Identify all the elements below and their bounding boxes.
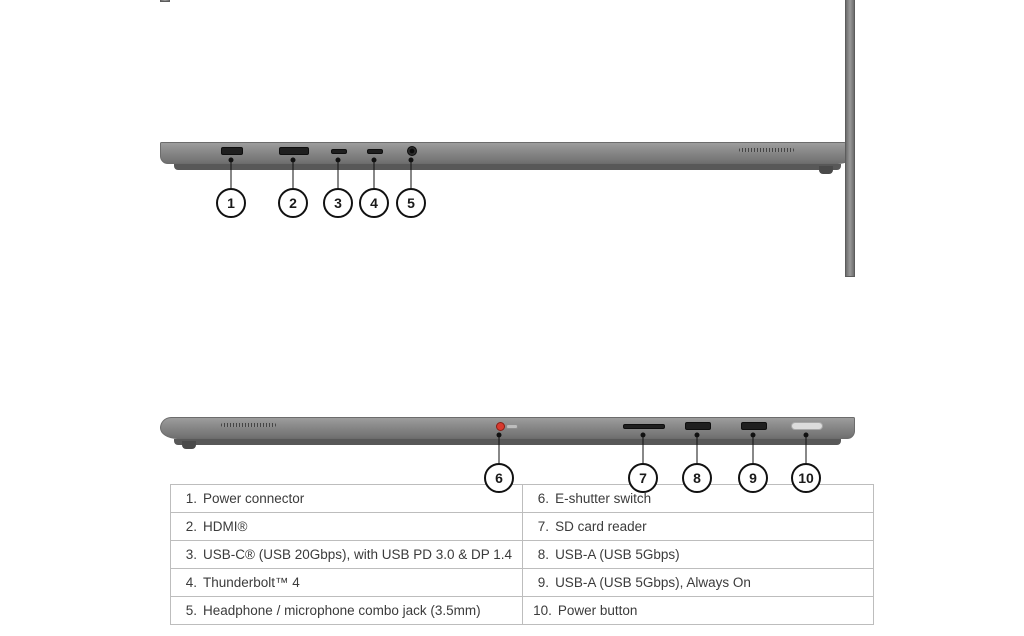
legend-number: 5. [181, 603, 197, 618]
callout-bubble: 10 [791, 463, 821, 493]
legend-number: 8. [533, 547, 549, 562]
rubber-foot-right [182, 441, 196, 449]
callout-2: 2 [280, 160, 306, 218]
legend-number: 4. [181, 575, 197, 590]
diagram-stage: 1. Power connector 6. E-shutter switch 2. H… [0, 0, 1024, 636]
callout-bubble: 3 [323, 188, 353, 218]
table-row: 1. Power connector 6. E-shutter switch [171, 485, 874, 513]
legend-text: USB-C® (USB 20Gbps), with USB PD 3.0 & D… [203, 547, 512, 562]
legend-text: Power button [558, 603, 638, 618]
callout-bubble: 9 [738, 463, 768, 493]
legend-text: USB-A (USB 5Gbps), Always On [555, 575, 751, 590]
callout-5: 5 [398, 160, 424, 218]
port-2 [279, 147, 309, 155]
callout-bubble: 1 [216, 188, 246, 218]
laptop-left-side-view [160, 0, 855, 170]
display-lid-right [845, 0, 855, 277]
callout-stem [697, 435, 698, 463]
legend-cell: 4. Thunderbolt™ 4 [171, 569, 523, 597]
laptop-right-side-view [160, 275, 855, 445]
legend-text: HDMI® [203, 519, 247, 534]
legend-number: 7. [533, 519, 549, 534]
legend-number: 6. [533, 491, 549, 506]
legend-text: Power connector [203, 491, 304, 506]
port-9 [741, 422, 767, 430]
callout-7: 7 [630, 435, 656, 493]
legend-cell: 10. Power button [523, 597, 874, 625]
legend-cell: 2. HDMI® [171, 513, 523, 541]
table-row: 5. Headphone / microphone combo jack (3.5… [171, 597, 874, 625]
chassis-underside-left [174, 164, 841, 170]
callout-4: 4 [361, 160, 387, 218]
legend-number: 2. [181, 519, 197, 534]
callout-stem [338, 160, 339, 188]
callout-bubble: 6 [484, 463, 514, 493]
legend-number: 1. [181, 491, 197, 506]
callout-bubble: 5 [396, 188, 426, 218]
table-row: 3. USB-C® (USB 20Gbps), with USB PD 3.0 &… [171, 541, 874, 569]
display-lid-left [160, 0, 170, 2]
callout-3: 3 [325, 160, 351, 218]
legend-cell: 5. Headphone / microphone combo jack (3.5… [171, 597, 523, 625]
table-row: 4. Thunderbolt™ 4 9. USB-A (USB 5Gbps), Al… [171, 569, 874, 597]
callout-bubble: 2 [278, 188, 308, 218]
legend-text: Headphone / microphone combo jack (3.5mm… [203, 603, 481, 618]
legend-number: 10. [533, 603, 552, 618]
legend-cell: 1. Power connector [171, 485, 523, 513]
port-3 [331, 149, 347, 154]
callout-stem [499, 435, 500, 463]
legend-number: 9. [533, 575, 549, 590]
legend-cell: 9. USB-A (USB 5Gbps), Always On [523, 569, 874, 597]
callout-stem [806, 435, 807, 463]
legend-text: SD card reader [555, 519, 647, 534]
legend-text: USB-A (USB 5Gbps) [555, 547, 680, 562]
callout-stem [643, 435, 644, 463]
e-shutter-switch [496, 422, 505, 431]
callout-6: 6 [486, 435, 512, 493]
port-legend-table: 1. Power connector 6. E-shutter switch 2. H… [170, 484, 874, 625]
legend-text: E-shutter switch [555, 491, 651, 506]
port-4 [367, 149, 383, 154]
callout-9: 9 [740, 435, 766, 493]
port-7 [623, 424, 665, 429]
callout-stem [374, 160, 375, 188]
callout-bubble: 8 [682, 463, 712, 493]
legend-cell: 7. SD card reader [523, 513, 874, 541]
callout-8: 8 [684, 435, 710, 493]
callout-bubble: 4 [359, 188, 389, 218]
callout-stem [411, 160, 412, 188]
port-1 [221, 147, 243, 155]
callout-stem [231, 160, 232, 188]
callout-10: 10 [793, 435, 819, 493]
rubber-foot-left [819, 166, 833, 174]
callout-bubble: 7 [628, 463, 658, 493]
port-8 [685, 422, 711, 430]
table-row: 2. HDMI® 7. SD card reader [171, 513, 874, 541]
speaker-grille [739, 148, 794, 152]
port-10 [791, 422, 823, 430]
legend-text: Thunderbolt™ 4 [203, 575, 300, 590]
callout-stem [293, 160, 294, 188]
port-5 [407, 146, 417, 156]
legend-cell: 3. USB-C® (USB 20Gbps), with USB PD 3.0 &… [171, 541, 523, 569]
callout-stem [753, 435, 754, 463]
speaker-grille [221, 423, 276, 427]
chassis-body-left [160, 142, 855, 164]
chassis-left [160, 142, 855, 170]
legend-cell: 8. USB-A (USB 5Gbps) [523, 541, 874, 569]
callout-1: 1 [218, 160, 244, 218]
e-shutter-track [506, 424, 518, 429]
legend-number: 3. [181, 547, 197, 562]
